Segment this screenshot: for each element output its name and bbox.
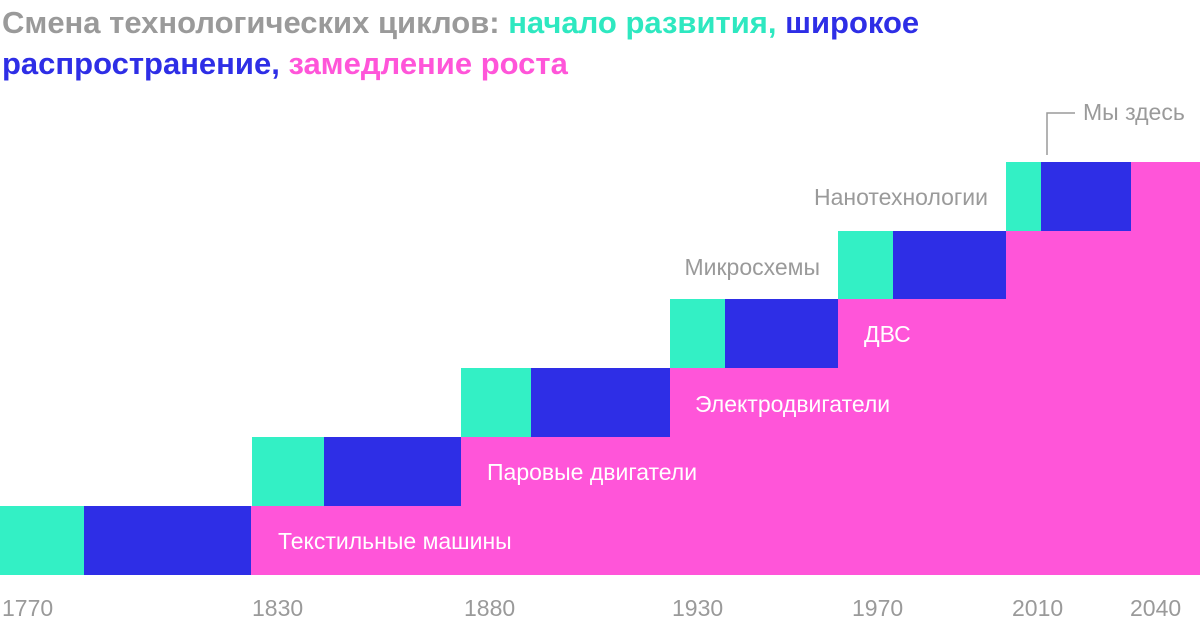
title-line-2: распространение, замедление роста (2, 46, 569, 81)
phase-start (838, 231, 893, 299)
phase-spread (84, 506, 251, 575)
phase-start (1006, 162, 1041, 231)
phase-start (670, 299, 725, 368)
axis-label: 1770 (2, 595, 53, 621)
annotation: Мы здесь (1083, 99, 1185, 125)
axis-label: 1970 (852, 595, 903, 621)
axis-label: 2040 (1130, 595, 1181, 621)
phase-slowdown (1131, 162, 1200, 575)
title-part: широкое (785, 5, 919, 40)
slowdown-phases (251, 162, 1200, 575)
phase-spread (531, 368, 670, 437)
phase-spread (725, 299, 838, 368)
axis-label: 1880 (464, 595, 515, 621)
cycle-label: ДВС (864, 321, 911, 347)
annotation-leader (1046, 112, 1075, 155)
title-part: замедление роста (288, 46, 568, 81)
title-part: начало развития, (508, 5, 776, 40)
phase-start (252, 437, 324, 506)
axis-label: 1830 (252, 595, 303, 621)
phase-start (461, 368, 531, 437)
cycle-label: Текстильные машины (278, 528, 512, 554)
title-part: распространение, (2, 46, 280, 81)
cycle-label: Паровые двигатели (487, 459, 697, 485)
phase-spread (1041, 162, 1131, 231)
spread-phases (84, 162, 1131, 575)
cycle-label: Электродвигатели (695, 391, 890, 417)
axis-label: 2010 (1012, 595, 1063, 621)
start-phases (0, 162, 1041, 575)
cycle-label: Нанотехнологии (814, 184, 988, 210)
title-part: Смена технологических циклов: (2, 5, 500, 40)
phase-spread (893, 231, 1006, 299)
axis-label: 1930 (672, 595, 723, 621)
cycle-label: Микросхемы (684, 254, 820, 280)
phase-spread (324, 437, 461, 506)
phase-start (0, 506, 84, 575)
title-line-1: Смена технологических циклов: начало раз… (2, 5, 919, 40)
